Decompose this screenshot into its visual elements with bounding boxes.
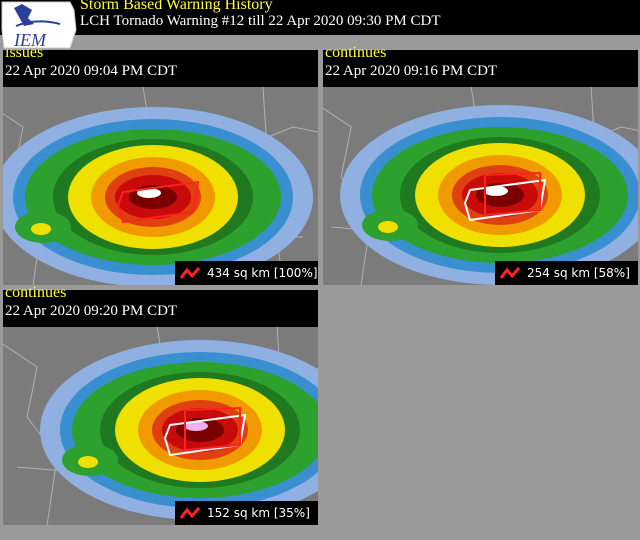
- echo: [137, 188, 161, 198]
- legend-icon: [179, 507, 201, 519]
- current-polygon: [484, 171, 541, 217]
- echo: [484, 186, 508, 196]
- panel: continues 22 Apr 2020 09:20 PM CDT 152 sq …: [3, 284, 318, 525]
- logo: IEM: [1, 1, 77, 50]
- label-band: [3, 290, 318, 327]
- subtitle: LCH Tornado Warning #12 till 22 Apr 2020…: [80, 13, 441, 29]
- time: 22 Apr 2020 09:16 PM CDT: [325, 63, 497, 79]
- radar-image: 152 sq km [35%]: [3, 327, 318, 525]
- legend-box: [495, 261, 638, 285]
- panels: issues 22 Apr 2020 09:04 PM CDT 434 sq km …: [3, 44, 638, 525]
- status: continues: [5, 284, 66, 301]
- warning-polygon: [116, 180, 200, 224]
- status: issues: [5, 44, 43, 61]
- echo: [31, 223, 51, 235]
- logo-text: IEM: [13, 30, 47, 50]
- time: 22 Apr 2020 09:04 PM CDT: [5, 63, 177, 79]
- echo: [78, 456, 98, 468]
- radar: [3, 87, 318, 285]
- time: 22 Apr 2020 09:20 PM CDT: [5, 303, 177, 319]
- county-line: [3, 343, 58, 525]
- radar-image: 254 sq km [58%]: [323, 87, 638, 285]
- area-text: 152 sq km [35%]: [207, 506, 310, 520]
- area-legend: 434 sq km [100%]: [175, 261, 318, 285]
- current-polygon: [184, 406, 241, 452]
- area-text: 254 sq km [58%]: [527, 266, 630, 280]
- area-legend: 254 sq km [58%]: [495, 261, 638, 285]
- panel: issues 22 Apr 2020 09:04 PM CDT 434 sq km …: [3, 44, 318, 285]
- status: continues: [325, 44, 386, 61]
- warning-polygon: [163, 413, 247, 457]
- radar-image: 434 sq km [100%]: [3, 87, 318, 285]
- legend-box: [175, 261, 318, 285]
- echo: [378, 221, 398, 233]
- warning-polygon: [463, 178, 547, 222]
- legend-icon: [499, 267, 521, 279]
- echo: [184, 421, 208, 431]
- header-band: [0, 0, 640, 35]
- area-text: 434 sq km [100%]: [207, 266, 318, 280]
- panel: continues 22 Apr 2020 09:16 PM CDT 254 sq …: [323, 44, 638, 285]
- label-band: [323, 50, 638, 87]
- legend-box: [175, 501, 318, 525]
- title: Storm Based Warning History: [80, 0, 273, 13]
- radar: [3, 327, 318, 525]
- legend-icon: [179, 267, 201, 279]
- label-band: [3, 50, 318, 87]
- area-legend: 152 sq km [35%]: [175, 501, 318, 525]
- radar: [323, 87, 638, 285]
